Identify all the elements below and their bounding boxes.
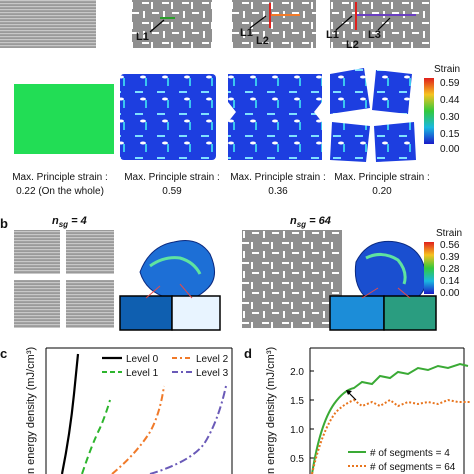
- nsg-right-label: nsg = 64: [290, 215, 331, 229]
- structure-level3: [330, 0, 430, 48]
- colorbar-b-tick-3: 0.14: [440, 276, 460, 287]
- legend-level0: Level 0: [126, 354, 159, 365]
- strain-map-level2: [228, 74, 322, 160]
- zoom-inset-nsg64-b: [383, 295, 437, 331]
- panel-c-ylabel: n energy density (mJ/cm³): [25, 347, 37, 474]
- structure-level1: [132, 0, 212, 48]
- panel-a: L1 L1 L2 L1 L2 L3 Strain 0.59 0.44 0.30 …: [0, 0, 460, 197]
- label-L1-a: L1: [136, 31, 149, 43]
- curve-level1: [81, 399, 111, 474]
- panel-d: d n energy density (mJ/cm³) 2.0 1.5 1.0 …: [244, 346, 470, 474]
- legend-level3: Level 3: [196, 368, 229, 379]
- legend-level2: Level 2: [196, 354, 229, 365]
- colorbar-a-tick-3: 0.15: [440, 129, 460, 140]
- zoom-inset-nsg4-b: [171, 295, 221, 331]
- deformed-nsg4: [139, 240, 215, 301]
- curve-seg4: [311, 362, 469, 474]
- nsg-left-label: nsg = 4: [52, 215, 87, 229]
- caption-0-line2: 0.22 (On the whole): [16, 186, 104, 197]
- colorbar-a-tick-1: 0.44: [440, 95, 460, 106]
- panel-d-ytick-2: 1.0: [290, 425, 304, 436]
- caption-3-line1: Max. Principle strain :: [334, 172, 430, 183]
- label-L1-c: L1: [326, 29, 339, 41]
- caption-2-line2: 0.36: [268, 186, 288, 197]
- label-L2-c: L2: [346, 39, 359, 51]
- caption-1-line2: 0.59: [162, 186, 182, 197]
- curve-level0: [60, 353, 80, 474]
- structure-level2: [232, 0, 316, 48]
- panel-d-ytick-0: 2.0: [290, 367, 304, 378]
- colorbar-b: [424, 242, 434, 294]
- legend-level1: Level 1: [126, 368, 159, 379]
- panel-d-ylabel: n energy density (mJ/cm³): [265, 347, 277, 474]
- caption-0-line1: Max. Principle strain :: [12, 172, 108, 183]
- colorbar-b-tick-1: 0.39: [440, 252, 460, 263]
- panel-b: b nsg = 4 nsg = 64 Strain 0.56 0.39 0.28…: [0, 215, 462, 331]
- colorbar-b-tick-0: 0.56: [440, 240, 460, 251]
- label-L3-c: L3: [368, 29, 381, 41]
- colorbar-b-tick-4: 0.00: [440, 288, 460, 299]
- caption-2-line1: Max. Principle strain :: [230, 172, 326, 183]
- panel-c-letter: c: [0, 346, 7, 361]
- caption-3-line2: 0.20: [372, 186, 392, 197]
- panel-d-letter: d: [244, 346, 252, 361]
- strain-map-level3: [330, 68, 416, 162]
- strain-map-level1: [120, 74, 216, 160]
- colorbar-a-tick-2: 0.30: [440, 112, 460, 123]
- colorbar-a-title: Strain: [434, 64, 460, 75]
- zoom-inset-nsg4-a: [119, 295, 173, 331]
- structure-nsg64: [242, 230, 342, 328]
- panel-d-ytick-1: 1.5: [290, 396, 304, 407]
- panel-c: c n energy density (mJ/cm³) Level 0 Leve…: [0, 346, 233, 474]
- curve-level2: [111, 385, 165, 474]
- structure-level0: [0, 0, 96, 48]
- legend-seg4: # of segments = 4: [370, 448, 450, 459]
- colorbar-b-title: Strain: [436, 228, 462, 239]
- colorbar-a: [424, 78, 434, 144]
- label-L2-b: L2: [256, 35, 269, 47]
- panel-b-letter: b: [0, 216, 8, 231]
- legend-seg64: # of segments = 64: [370, 462, 456, 473]
- label-L1-b: L1: [240, 27, 253, 39]
- zoom-inset-nsg64-a: [329, 295, 385, 331]
- colorbar-a-tick-0: 0.59: [440, 78, 460, 89]
- colorbar-a-tick-4: 0.00: [440, 144, 460, 155]
- strain-map-level0: [14, 84, 114, 154]
- panel-d-ytick-3: 0.5: [290, 454, 304, 465]
- colorbar-b-tick-2: 0.28: [440, 264, 460, 275]
- caption-1-line1: Max. Principle strain :: [124, 172, 220, 183]
- curve-level3: [149, 385, 227, 474]
